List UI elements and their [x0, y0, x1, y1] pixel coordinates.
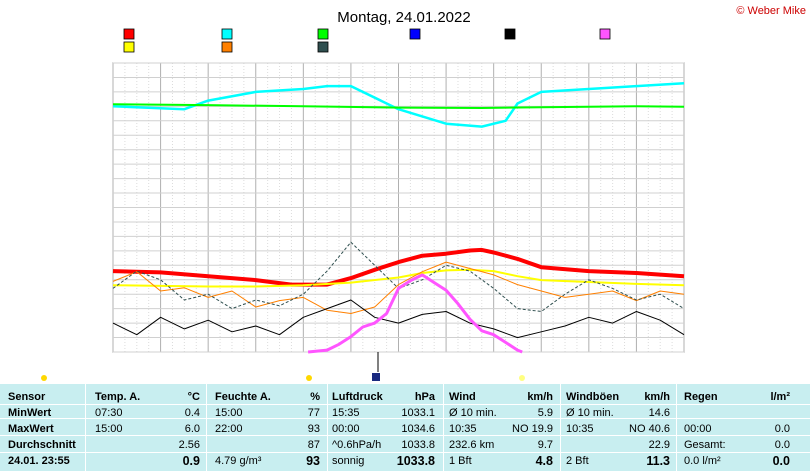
series-taupunkt	[112, 268, 685, 288]
weather-chart: Montag, 24.01.2022 © Weber Mike	[41, 5, 806, 381]
table-header: Windböen	[566, 391, 620, 403]
series-layer	[112, 81, 685, 354]
table-cell: 0.9	[182, 454, 200, 468]
table-header: km/h	[527, 391, 553, 403]
table-cell: Gesamt:	[684, 439, 726, 451]
table-cell: 93	[306, 454, 320, 468]
legend-swatch	[221, 28, 233, 40]
table-cell: Ø 10 min.	[566, 407, 614, 419]
table-cell: 14.6	[648, 407, 670, 419]
table-header: Regen	[684, 391, 718, 403]
table-cell: 0.0	[774, 439, 790, 451]
table-col-divider	[85, 384, 86, 471]
table-cell: 6.0	[184, 423, 200, 435]
table-cell: NO 19.9	[512, 423, 553, 435]
table-col-divider	[443, 384, 444, 471]
table-cell: 07:30	[95, 407, 123, 419]
legend-swatch	[504, 28, 516, 40]
row-label: 24.01. 23:55	[8, 455, 70, 467]
table-cell: NO 40.6	[629, 423, 670, 435]
table-header: Temp. A.	[95, 391, 141, 403]
table-row-divider	[0, 452, 810, 453]
table-cell: 1034.6	[401, 423, 435, 435]
table-header: Luftdruck	[332, 391, 383, 403]
table-cell: 0.0	[772, 454, 790, 468]
series-feuchte-a	[112, 81, 685, 128]
table-cell: Ø 10 min.	[449, 407, 497, 419]
table-cell: 00:00	[684, 423, 712, 435]
table-header: Feuchte A.	[215, 391, 271, 403]
table-cell: 11.3	[646, 454, 670, 468]
table-cell: 10:35	[566, 423, 594, 435]
table-header: l/m²	[770, 391, 790, 403]
axes	[41, 352, 525, 381]
table-cell: 15:00	[215, 407, 243, 419]
legend-swatch	[221, 41, 233, 53]
table-cell: 15:00	[95, 423, 123, 435]
row-label: Durchschnitt	[8, 439, 76, 451]
table-cell: 0.4	[184, 407, 200, 419]
table-row-divider	[0, 435, 810, 436]
table-cell: ^0.6hPa/h	[332, 439, 382, 451]
legend-swatch	[317, 41, 329, 53]
table-cell: 0.0 l/m²	[684, 455, 721, 467]
legend-swatch	[123, 28, 135, 40]
table-row-divider	[0, 404, 810, 405]
table-header: Sensor	[8, 391, 46, 403]
table-col-divider	[206, 384, 207, 471]
table-cell: 1033.1	[401, 407, 435, 419]
table-cell: 22.9	[648, 439, 670, 451]
table-col-divider	[327, 384, 328, 471]
table-cell: 00:00	[332, 423, 360, 435]
table-header: °C	[187, 391, 200, 403]
table-cell: 2 Bft	[566, 455, 589, 467]
stats-table: Sensor Temp. A. °C Feuchte A.% Luftdruck hPa W…	[0, 384, 810, 471]
table-cell: 0.0	[774, 423, 790, 435]
table-col-divider	[676, 384, 677, 471]
legend-swatch	[123, 41, 135, 53]
row-label: MaxWert	[8, 423, 54, 435]
table-col-divider	[560, 384, 561, 471]
table-cell: 232.6 km	[449, 439, 495, 451]
sun-icon	[41, 375, 47, 381]
table-cell: 77	[307, 407, 320, 419]
table-cell: 1 Bft	[449, 455, 472, 467]
table-cell: 1033.8	[396, 454, 435, 468]
table-cell: 4.8	[535, 454, 553, 468]
table-cell: sonnig	[332, 455, 365, 467]
table-row-divider	[0, 418, 810, 419]
table-cell: 5.9	[537, 407, 553, 419]
table-cell: 2.56	[178, 439, 200, 451]
sunset-icon	[519, 375, 525, 381]
brand-label: © Weber Mike	[736, 5, 806, 17]
table-header: %	[310, 391, 320, 403]
table-cell: 10:35	[449, 423, 477, 435]
table-cell: 4.79 g/m³	[215, 455, 262, 467]
table-cell: 15:35	[332, 407, 360, 419]
legend	[123, 28, 611, 53]
sunrise-icon	[306, 375, 312, 381]
table-cell: 1033.8	[401, 439, 435, 451]
row-label: MinWert	[8, 407, 52, 419]
legend-swatch	[599, 28, 611, 40]
table-header: Wind	[449, 391, 476, 403]
legend-swatch	[409, 28, 421, 40]
legend-swatch	[317, 28, 329, 40]
table-cell: 22:00	[215, 423, 243, 435]
table-cell: 87	[307, 439, 320, 451]
solar-noon-icon	[372, 373, 380, 381]
table-cell: 93	[307, 423, 320, 435]
table-header: km/h	[644, 391, 670, 403]
table-header: hPa	[414, 391, 435, 403]
table-cell: 9.7	[537, 439, 553, 451]
chart-title: Montag, 24.01.2022	[337, 9, 470, 26]
